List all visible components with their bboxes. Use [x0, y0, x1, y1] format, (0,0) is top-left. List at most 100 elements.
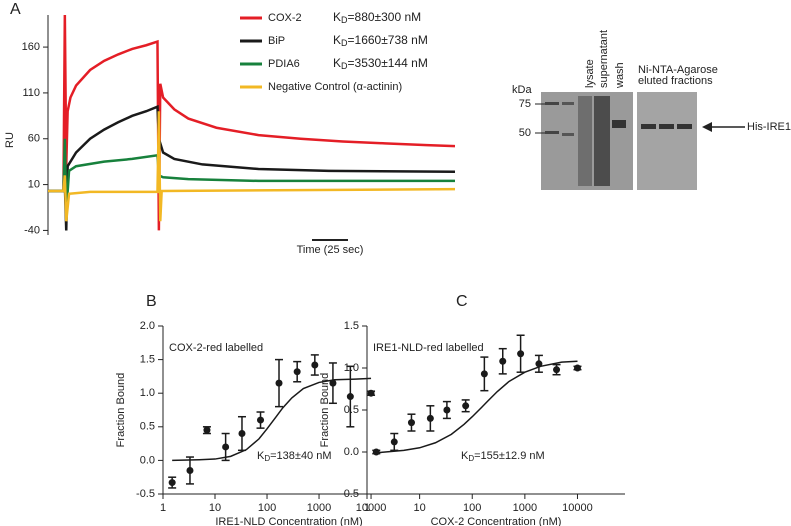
fit-curve [376, 360, 578, 454]
annotation: IRE1-NLD-red labelled [373, 342, 484, 354]
kd-main: K [257, 450, 265, 462]
gel-lane [578, 96, 592, 186]
y-tick-label: 1.5 [140, 354, 155, 366]
marker-label: 75 [519, 98, 531, 110]
lane-label: lysate [584, 59, 596, 88]
scale-bar-label: Time (25 sec) [297, 244, 364, 256]
kd-label: KD=138±40 nM [257, 450, 332, 463]
y-tick-label: 2.0 [140, 320, 155, 332]
kd-sub: D [341, 38, 348, 48]
y-tick-label: -0.5 [340, 488, 359, 500]
kd-label: KD=880±300 nM [333, 10, 421, 25]
annotation: COX-2-red labelled [169, 342, 263, 354]
gel-band [562, 133, 574, 136]
kd-sub: D [468, 454, 474, 463]
data-point [222, 443, 230, 451]
sensorgram [48, 104, 456, 231]
data-point [311, 361, 319, 369]
x-tick-label: 100 [463, 502, 481, 514]
x-tick-label: 10 [413, 502, 425, 514]
kd-sub: D [341, 15, 348, 25]
kd-rest: =1660±738 nM [348, 33, 428, 47]
fraction-label: eluted fractions [638, 75, 713, 87]
data-point [186, 466, 194, 474]
kd-rest: =155±12.9 nM [474, 450, 545, 462]
x-axis-label: COX-2 Concentration (nM) [431, 516, 562, 526]
kd-rest: =3530±144 nM [348, 56, 428, 70]
gel-band [659, 124, 674, 129]
data-point [499, 357, 507, 365]
data-point [203, 426, 211, 434]
kd-label: KD=1660±738 nM [333, 33, 428, 48]
gel-lane [594, 96, 610, 186]
x-tick-label: 1 [160, 502, 166, 514]
x-axis-label: IRE1-NLD Concentration (nM) [215, 516, 362, 526]
gel-right [637, 92, 697, 190]
kd-main: K [333, 33, 341, 47]
kd-label: KD=155±12.9 nM [461, 450, 545, 463]
sensorgram [48, 138, 455, 213]
data-point [407, 419, 415, 427]
sensorgram [48, 14, 456, 231]
gel-band [677, 124, 692, 129]
y-axis-label: Fraction Bound [115, 373, 127, 448]
legend-label: COX-2 [268, 12, 302, 24]
legend-label: Negative Control (α-actinin) [268, 81, 402, 93]
data-point [367, 389, 375, 397]
fit-curve [172, 377, 372, 462]
gel-band [612, 120, 626, 128]
x-tick-label: 1000 [513, 502, 537, 514]
y-tick-label: 1.0 [344, 362, 359, 374]
x-tick-label: 10000 [356, 502, 387, 514]
kd-sub: D [341, 61, 348, 71]
data-point [480, 370, 488, 378]
gel-band [562, 102, 574, 105]
sensorgram [48, 111, 456, 222]
arrow-head [702, 122, 712, 132]
marker-label: 50 [519, 127, 531, 139]
x-tick-label: 10000 [562, 502, 593, 514]
band-label: His-IRE1-NLD [747, 121, 791, 133]
y-tick-label: 0.0 [344, 446, 359, 458]
x-tick-label: 100 [258, 502, 276, 514]
fraction-label: Ni-NTA-Agarose [638, 64, 718, 76]
kd-main: K [461, 450, 469, 462]
panel-letter: A [10, 1, 21, 18]
lane-label: wash [614, 62, 626, 89]
data-point [168, 479, 176, 487]
y-tick-label: 110 [22, 87, 40, 99]
kd-sub: D [264, 454, 270, 463]
y-tick-label: 10 [28, 178, 40, 190]
data-point [257, 416, 265, 424]
y-axis-label: RU [4, 132, 16, 148]
gel-band [545, 131, 559, 134]
legend-label: PDIA6 [268, 58, 300, 70]
data-point [329, 379, 337, 387]
panel-letter: C [456, 293, 468, 310]
data-point [346, 393, 354, 401]
data-point [426, 414, 434, 422]
panel-letter: B [146, 293, 157, 310]
data-point [535, 360, 543, 368]
data-point [390, 438, 398, 446]
y-tick-label: 1.5 [344, 320, 359, 332]
x-tick-label: 1000 [307, 502, 331, 514]
kd-rest: =138±40 nM [270, 450, 331, 462]
gel-band [641, 124, 656, 129]
data-point [443, 406, 451, 414]
y-tick-label: 0.5 [344, 404, 359, 416]
x-tick-label: 10 [209, 502, 221, 514]
x-tick-label: 1 [364, 502, 370, 514]
y-tick-label: 0.0 [140, 454, 155, 466]
data-point [517, 350, 525, 358]
y-axis-label: Fraction Bound [319, 373, 331, 448]
data-point [372, 448, 380, 456]
data-point [553, 366, 561, 374]
data-point [238, 430, 246, 438]
legend-label: BiP [268, 35, 285, 47]
data-point [462, 402, 470, 410]
y-tick-label: 60 [28, 133, 40, 145]
data-point [275, 379, 283, 387]
y-tick-label: 1.0 [140, 387, 155, 399]
kd-main: K [333, 56, 341, 70]
